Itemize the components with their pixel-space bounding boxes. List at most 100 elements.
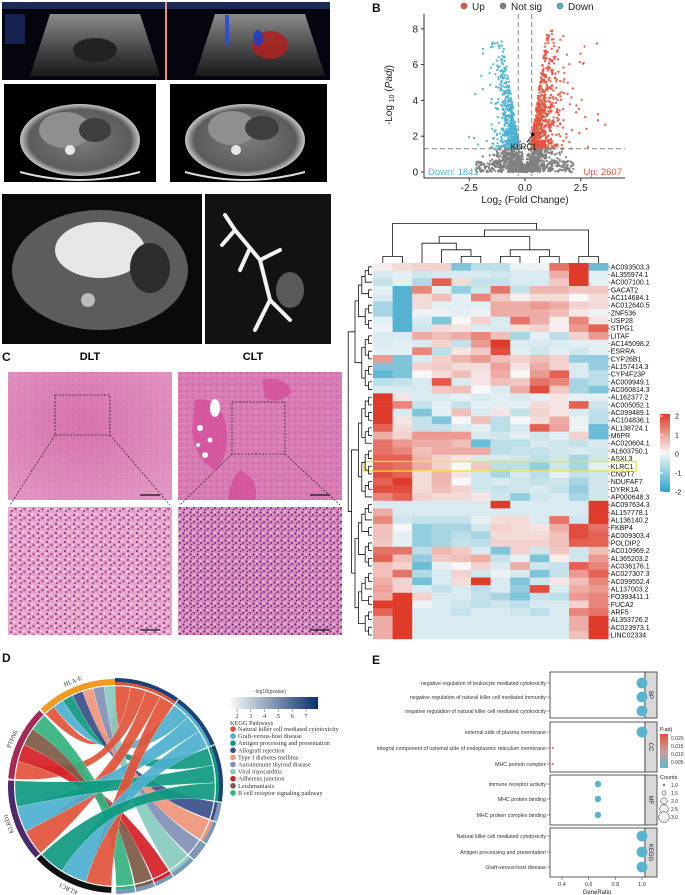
volcano-point-up — [556, 116, 559, 120]
volcano-point-down — [507, 80, 510, 84]
mrcp-image — [205, 194, 331, 344]
heatmap-cell — [588, 385, 609, 394]
heatmap-cell — [412, 424, 433, 433]
volcano-point-down — [507, 105, 510, 109]
heatmap-cell — [392, 470, 413, 479]
heatmap-cell — [549, 516, 570, 525]
volcano-point-up — [552, 116, 555, 119]
heatmap-cell — [431, 286, 452, 294]
heatmap-cell — [588, 508, 609, 517]
heatmap-row-label: KLRC1 — [611, 464, 634, 471]
heatmap-cell — [490, 370, 511, 379]
column-dendrogram-branch — [382, 255, 403, 263]
heatmap-cell — [471, 393, 491, 402]
row-dendrogram-branch — [368, 320, 372, 329]
heatmap-cell — [412, 592, 433, 601]
heatmap-cell — [431, 477, 452, 486]
heatmap-cell — [471, 485, 491, 494]
volcano-point-down — [513, 120, 517, 123]
heatmap-cell — [549, 631, 570, 640]
volcano-point-down — [512, 137, 516, 140]
heatmap-cell — [529, 447, 550, 456]
volcano-point-not-sig — [572, 164, 575, 167]
volcano-point-up — [540, 142, 543, 145]
heatmap-cell — [549, 286, 570, 294]
heatmap-cell — [490, 615, 511, 624]
volcano-point-down — [506, 108, 509, 112]
heatmap-cell — [451, 516, 472, 525]
volcano-point-down — [496, 68, 499, 72]
volcano-point-down — [467, 135, 471, 139]
heatmap-cell — [490, 585, 511, 594]
pathway-pvalue-arc — [211, 745, 223, 802]
heatmap-cell — [510, 431, 531, 440]
volcano-point-not-sig — [536, 150, 540, 153]
heatmap-cell — [392, 324, 413, 333]
heatmap-cell — [392, 585, 413, 594]
heatmap-cell — [490, 286, 511, 294]
heatmap-cell — [490, 393, 511, 402]
volcano-point-not-sig — [546, 163, 549, 167]
pathway-pvalue-arc — [115, 678, 179, 702]
volcano-point-up — [553, 44, 556, 48]
volcano-point-down — [503, 59, 506, 63]
heatmap-cell — [412, 554, 433, 563]
heatmap-cell — [431, 401, 452, 410]
volcano-point-not-sig — [499, 167, 503, 171]
heatmap-cell — [529, 531, 550, 540]
heatmap-row-label: STPG1 — [611, 326, 634, 333]
heatmap-cell — [549, 401, 570, 410]
volcano-point-up — [538, 140, 541, 144]
heatmap-cell — [588, 408, 609, 417]
heatmap-cell — [451, 347, 472, 356]
volcano-point-up — [550, 142, 553, 145]
heatmap-cell — [412, 332, 433, 340]
volcano-point-down — [500, 103, 503, 107]
heatmap-cell — [588, 378, 609, 387]
heatmap-cell — [569, 592, 589, 601]
heatmap-cell — [510, 631, 531, 640]
heatmap-row-label: ESRRA — [611, 349, 635, 356]
volcano-point-up — [555, 111, 558, 114]
heatmap-cell — [490, 270, 511, 279]
volcano-point-not-sig — [505, 162, 508, 165]
heatmap-cell — [490, 477, 511, 486]
volcano-point-not-sig — [555, 160, 559, 163]
heatmap-cell — [588, 447, 609, 456]
volcano-point-up — [563, 78, 566, 81]
volcano-point-down — [510, 128, 513, 131]
heatmap-cell — [510, 585, 531, 594]
volcano-point-up — [532, 147, 535, 150]
heatmap-legend-tick-label: 2 — [675, 414, 679, 421]
volcano-point-not-sig — [508, 160, 511, 164]
heatmap-cell — [451, 577, 472, 586]
volcano-point-up — [604, 123, 607, 127]
row-dendrogram-branch — [364, 308, 369, 325]
volcano-point-not-sig — [555, 164, 558, 168]
volcano-point-down — [507, 127, 510, 130]
heatmap-cell — [451, 301, 472, 310]
volcano-point-not-sig — [520, 170, 523, 173]
column-dendrogram-branch — [539, 255, 560, 263]
heatmap-cell — [451, 485, 472, 494]
heatmap-cell — [412, 500, 433, 509]
heatmap-cell — [373, 385, 393, 394]
volcano-point-up — [544, 104, 547, 107]
heatmap-cell — [471, 546, 491, 555]
heatmap-cell — [451, 554, 472, 563]
heatmap-cell — [373, 293, 393, 302]
volcano-point-down — [495, 102, 498, 105]
volcano-point-down — [491, 45, 494, 48]
heatmap-cell — [373, 531, 393, 540]
heatmap-cell — [392, 370, 413, 379]
volcano-point-up — [547, 62, 551, 65]
pathway-legend-swatch — [230, 783, 236, 789]
heatmap-row-label: CYP4F23P — [611, 372, 646, 379]
heatmap-cell — [471, 608, 491, 617]
heatmap-cell — [431, 332, 452, 340]
row-dendrogram-branch — [368, 366, 372, 375]
volcano-point-up — [562, 66, 565, 69]
heatmap-cell — [471, 531, 491, 540]
term-label: MHC protein complex — [495, 762, 546, 768]
volcano-point-not-sig — [550, 164, 553, 168]
